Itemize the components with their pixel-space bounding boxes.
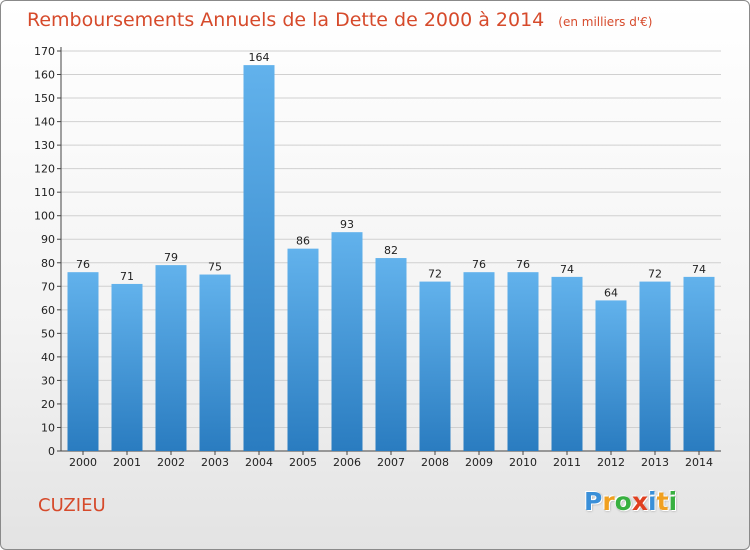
bar-2003 (199, 274, 231, 451)
y-tick-label: 140 (34, 116, 55, 129)
data-label-2013: 72 (648, 268, 662, 281)
data-label-2001: 71 (120, 270, 134, 283)
y-tick-label: 130 (34, 139, 55, 152)
data-label-2002: 79 (164, 251, 178, 264)
bar-2010 (507, 272, 539, 451)
bar-2002 (155, 265, 187, 451)
logo-letter: P (584, 487, 603, 516)
y-tick-label: 50 (41, 327, 55, 340)
x-tick-label-2011: 2011 (553, 456, 581, 469)
data-label-2004: 164 (249, 51, 270, 64)
y-tick-label: 70 (41, 280, 55, 293)
x-tick-label-2013: 2013 (641, 456, 669, 469)
x-tick-label-2000: 2000 (69, 456, 97, 469)
y-tick-label: 170 (34, 45, 55, 58)
x-tick-label-2008: 2008 (421, 456, 449, 469)
y-tick-label: 80 (41, 257, 55, 270)
y-tick-label: 110 (34, 186, 55, 199)
logo-letter: x (631, 487, 648, 516)
bar-2005 (287, 248, 319, 451)
logo-letter: t (656, 487, 669, 516)
data-label-2006: 93 (340, 218, 354, 231)
data-label-2011: 74 (560, 263, 574, 276)
data-label-2012: 64 (604, 286, 618, 299)
bar-2009 (463, 272, 495, 451)
bar-2013 (639, 281, 671, 451)
data-label-2000: 76 (76, 258, 90, 271)
logo-letter: i (648, 487, 657, 516)
x-tick-label-2005: 2005 (289, 456, 317, 469)
commune-name: CUZIEU (38, 495, 106, 516)
y-tick-label: 100 (34, 210, 55, 223)
logo-letter: r (602, 487, 615, 516)
data-label-2005: 86 (296, 235, 310, 248)
data-label-2014: 74 (692, 263, 706, 276)
y-tick-label: 150 (34, 92, 55, 105)
x-tick-label-2007: 2007 (377, 456, 405, 469)
y-tick-label: 10 (41, 421, 55, 434)
bar-2001 (111, 283, 143, 451)
x-tick-label-2004: 2004 (245, 456, 273, 469)
y-tick-label: 0 (48, 445, 55, 458)
bar-2011 (551, 276, 583, 451)
bar-2004 (243, 65, 275, 451)
x-tick-label-2002: 2002 (157, 456, 185, 469)
logo-letter: i (668, 487, 678, 516)
proxiti-logo: Proxiti (584, 487, 677, 516)
data-label-2007: 82 (384, 244, 398, 257)
y-tick-label: 120 (34, 163, 55, 176)
bar-2012 (595, 300, 627, 451)
y-tick-label: 60 (41, 304, 55, 317)
x-tick-label-2006: 2006 (333, 456, 361, 469)
bar-2006 (331, 232, 363, 451)
data-label-2008: 72 (428, 268, 442, 281)
logo-letter: o (614, 487, 632, 516)
x-tick-label-2001: 2001 (113, 456, 141, 469)
y-tick-label: 20 (41, 398, 55, 411)
data-label-2010: 76 (516, 258, 530, 271)
bar-2008 (419, 281, 451, 451)
y-tick-label: 90 (41, 233, 55, 246)
chart-unit: (en milliers d'€) (558, 15, 653, 29)
x-tick-label-2014: 2014 (685, 456, 713, 469)
chart-title-text: Remboursements Annuels de la Dette de 20… (27, 9, 545, 31)
y-tick-label: 40 (41, 351, 55, 364)
x-tick-label-2009: 2009 (465, 456, 493, 469)
data-label-2003: 75 (208, 261, 222, 274)
x-tick-label-2003: 2003 (201, 456, 229, 469)
x-tick-label-2012: 2012 (597, 456, 625, 469)
y-tick-label: 160 (34, 69, 55, 82)
chart-title: Remboursements Annuels de la Dette de 20… (27, 9, 652, 31)
data-label-2009: 76 (472, 258, 486, 271)
x-tick-label-2010: 2010 (509, 456, 537, 469)
bar-2014 (683, 276, 715, 451)
bar-2000 (67, 272, 99, 451)
bar-2007 (375, 258, 407, 451)
y-tick-label: 30 (41, 374, 55, 387)
